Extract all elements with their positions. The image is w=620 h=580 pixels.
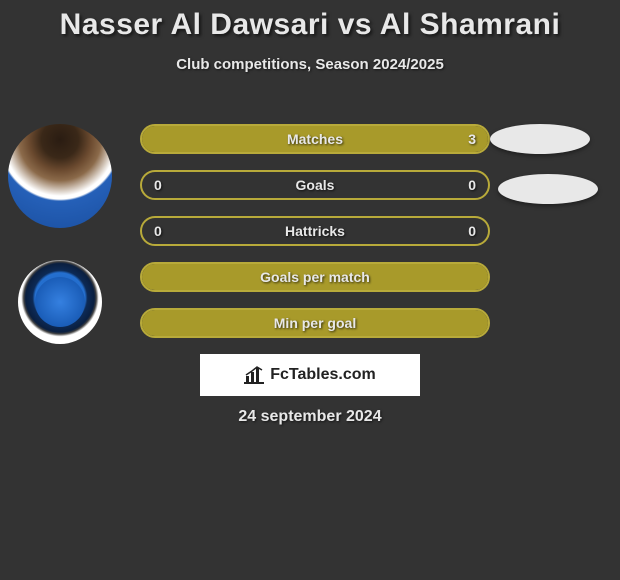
- stat-label: Goals per match: [182, 269, 448, 285]
- comparison-title: Nasser Al Dawsari vs Al Shamrani: [0, 8, 620, 42]
- chart-icon: [244, 366, 264, 384]
- stat-label: Hattricks: [182, 223, 448, 239]
- stat-label: Min per goal: [182, 315, 448, 331]
- stats-list: Matches30Goals00Hattricks0Goals per matc…: [140, 124, 490, 354]
- stat-right-value: 3: [448, 131, 488, 147]
- stat-row: Min per goal: [140, 308, 490, 338]
- stat-row: Goals per match: [140, 262, 490, 292]
- stat-right-value: 0: [448, 177, 488, 193]
- comparison-date: 24 september 2024: [0, 408, 620, 426]
- stat-right-value: 0: [448, 223, 488, 239]
- stat-oval-2: [498, 174, 598, 204]
- fctables-logo-text: FcTables.com: [270, 366, 376, 384]
- stat-label: Goals: [182, 177, 448, 193]
- stat-row: 0Hattricks0: [140, 216, 490, 246]
- stat-label: Matches: [182, 131, 448, 147]
- player-2-club-logo: [18, 260, 102, 344]
- stat-oval-1: [490, 124, 590, 154]
- club-logo-inner: [35, 277, 85, 327]
- stat-left-value: 0: [142, 177, 182, 193]
- fctables-logo[interactable]: FcTables.com: [200, 354, 420, 396]
- stat-row: 0Goals0: [140, 170, 490, 200]
- comparison-subtitle: Club competitions, Season 2024/2025: [0, 56, 620, 73]
- player-1-avatar: [8, 124, 112, 228]
- stat-row: Matches3: [140, 124, 490, 154]
- comparison-card: Nasser Al Dawsari vs Al Shamrani Club co…: [0, 0, 620, 445]
- stat-left-value: 0: [142, 223, 182, 239]
